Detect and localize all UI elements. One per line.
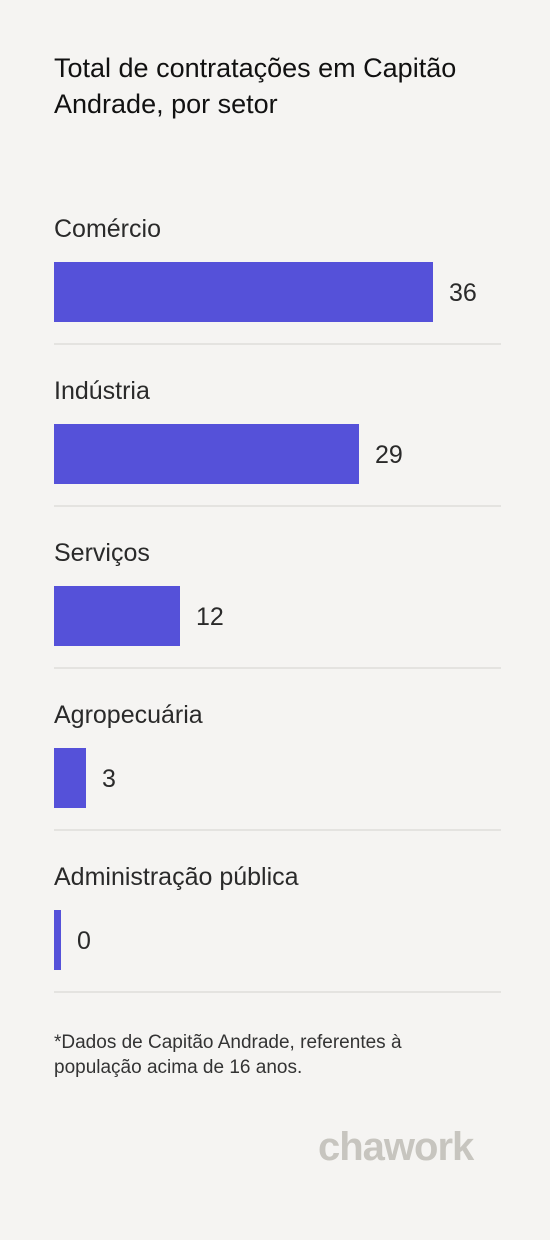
- category-label: Agropecuária: [54, 701, 203, 729]
- bar-row: Serviços 12: [54, 536, 501, 698]
- chart-title: Total de contratações em Capitão Andrade…: [54, 53, 457, 119]
- row-divider: [54, 343, 501, 345]
- bar: [54, 262, 433, 322]
- bar-value-label: 36: [449, 279, 477, 307]
- bar-chart: Comércio 36 Indústria 29 Serviços 12 Agropecuá…: [54, 212, 501, 1022]
- bar: [54, 910, 61, 970]
- bar-value-label: 12: [196, 603, 224, 631]
- row-divider: [54, 991, 501, 993]
- bar-row: Comércio 36: [54, 212, 501, 374]
- category-label: Administração pública: [54, 863, 299, 891]
- bar-row: Administração pública 0: [54, 860, 501, 1022]
- row-divider: [54, 829, 501, 831]
- bar: [54, 586, 180, 646]
- bar-value-label: 0: [77, 927, 91, 955]
- row-divider: [54, 667, 501, 669]
- category-label: Serviços: [54, 539, 150, 567]
- svg-text:chawork: chawork: [318, 1125, 475, 1169]
- bar-row: Indústria 29: [54, 374, 501, 536]
- chawork-logo: chawork: [318, 1125, 476, 1169]
- footnote: *Dados de Capitão Andrade, referentes à …: [54, 1032, 402, 1078]
- bar-value-label: 29: [375, 441, 403, 469]
- category-label: Comércio: [54, 215, 161, 243]
- bar: [54, 424, 359, 484]
- category-label: Indústria: [54, 377, 150, 405]
- row-divider: [54, 505, 501, 507]
- bar-row: Agropecuária 3: [54, 698, 501, 860]
- bar: [54, 748, 86, 808]
- bar-value-label: 3: [102, 765, 116, 793]
